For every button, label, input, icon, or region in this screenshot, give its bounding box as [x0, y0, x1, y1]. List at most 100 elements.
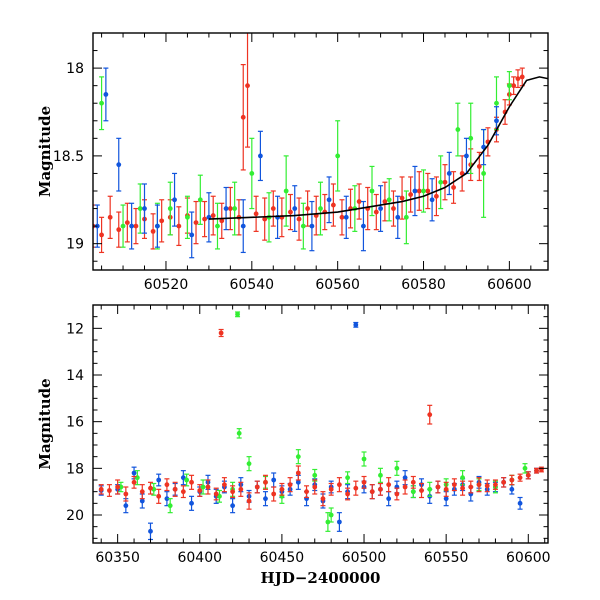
data-point-red: [279, 486, 285, 492]
data-point-red: [156, 493, 162, 499]
data-point-blue: [395, 214, 401, 220]
data-point-red: [230, 489, 236, 495]
data-point-red: [476, 482, 482, 488]
data-point-red: [238, 486, 244, 492]
data-point-blue: [429, 197, 435, 203]
data-point-red: [116, 227, 122, 233]
series-red: [93, 33, 525, 254]
data-point-red: [219, 218, 225, 224]
data-point-red: [493, 482, 498, 488]
data-point-red: [222, 482, 227, 488]
data-point-green: [369, 188, 375, 194]
data-point-green: [99, 100, 104, 106]
data-point-red: [410, 479, 416, 485]
x-axis-label: HJD−2400000: [261, 569, 381, 587]
data-point-red: [330, 202, 336, 208]
data-point-green: [318, 206, 323, 211]
data-point-red: [99, 232, 104, 238]
bottom-panel: 60350 60400 60450 60500 60550 60600 12 14 16 18 20…: [36, 304, 551, 587]
data-point-blue: [386, 496, 392, 502]
data-point-red: [386, 482, 392, 488]
data-point-blue: [517, 500, 523, 506]
data-point-red: [148, 485, 153, 491]
data-point-green: [460, 475, 465, 481]
data-point-red: [210, 213, 216, 218]
plot-frame: [92, 32, 549, 271]
x-tick-label: 60350: [95, 550, 140, 566]
data-point-blue: [164, 496, 170, 502]
data-point-green: [522, 465, 528, 471]
data-point-blue: [309, 223, 315, 229]
data-point-red: [227, 206, 233, 211]
data-point-red: [511, 83, 517, 89]
plot-area: [93, 33, 548, 259]
data-point-blue: [154, 223, 160, 229]
data-point-red: [295, 470, 301, 476]
data-point-green: [361, 456, 367, 462]
x-tick-label: 60550: [424, 550, 469, 566]
model-curve: [208, 76, 548, 220]
data-point-blue: [129, 223, 135, 229]
data-point-red: [402, 484, 408, 490]
data-point-red: [262, 216, 268, 222]
data-point-green: [167, 206, 173, 211]
data-point-green: [167, 503, 173, 509]
y-tick-label: 12: [66, 321, 84, 337]
data-point-red: [369, 489, 375, 495]
data-point-red: [534, 468, 539, 474]
data-point-green: [455, 127, 461, 132]
data-point-red: [451, 185, 456, 190]
data-point-red: [107, 214, 113, 220]
data-point-green: [481, 171, 487, 176]
data-point-red: [193, 220, 199, 226]
data-point-blue: [446, 171, 452, 176]
data-point-green: [438, 179, 444, 185]
data-point-green: [118, 484, 124, 490]
data-point-red: [124, 220, 130, 226]
data-point-green: [421, 188, 426, 194]
data-point-blue: [326, 197, 332, 203]
data-point-blue: [148, 528, 153, 534]
data-point-green: [386, 197, 392, 203]
series-blue: [98, 321, 540, 541]
data-point-blue: [509, 486, 515, 492]
data-point-red: [202, 216, 208, 222]
data-point-blue: [156, 477, 162, 483]
x-tick-label: 60500: [342, 550, 387, 566]
data-point-blue: [378, 206, 383, 211]
data-point-green: [295, 454, 301, 460]
data-point-red: [246, 498, 252, 504]
series-red: [98, 328, 544, 510]
data-point-red: [164, 482, 170, 488]
data-point-red: [339, 214, 345, 220]
data-point-green: [325, 519, 331, 525]
data-point-red: [443, 486, 449, 492]
data-point-red: [133, 223, 139, 229]
data-point-blue: [240, 223, 246, 229]
data-point-blue: [402, 475, 408, 481]
x-tick-label: 60520: [144, 277, 189, 293]
data-point-red: [468, 484, 474, 490]
data-point-green: [335, 153, 341, 159]
data-point-red: [123, 491, 129, 497]
data-point-red: [304, 489, 309, 495]
data-point-green: [283, 188, 289, 194]
data-point-blue: [494, 118, 499, 124]
data-point-red: [442, 179, 448, 185]
data-point-red: [139, 489, 145, 495]
data-point-green: [300, 223, 306, 229]
data-point-red: [328, 486, 334, 492]
data-point-blue: [336, 519, 342, 525]
data-point-blue: [116, 162, 122, 168]
data-point-red: [517, 475, 523, 481]
data-point-red: [361, 479, 367, 485]
data-point-green: [394, 465, 400, 471]
data-point-red: [391, 206, 396, 211]
data-point-red: [172, 486, 178, 492]
data-point-blue: [123, 503, 129, 509]
data-point-red: [253, 211, 259, 217]
data-point-red: [345, 491, 351, 497]
data-point-red: [425, 188, 431, 194]
data-point-red: [312, 484, 318, 490]
